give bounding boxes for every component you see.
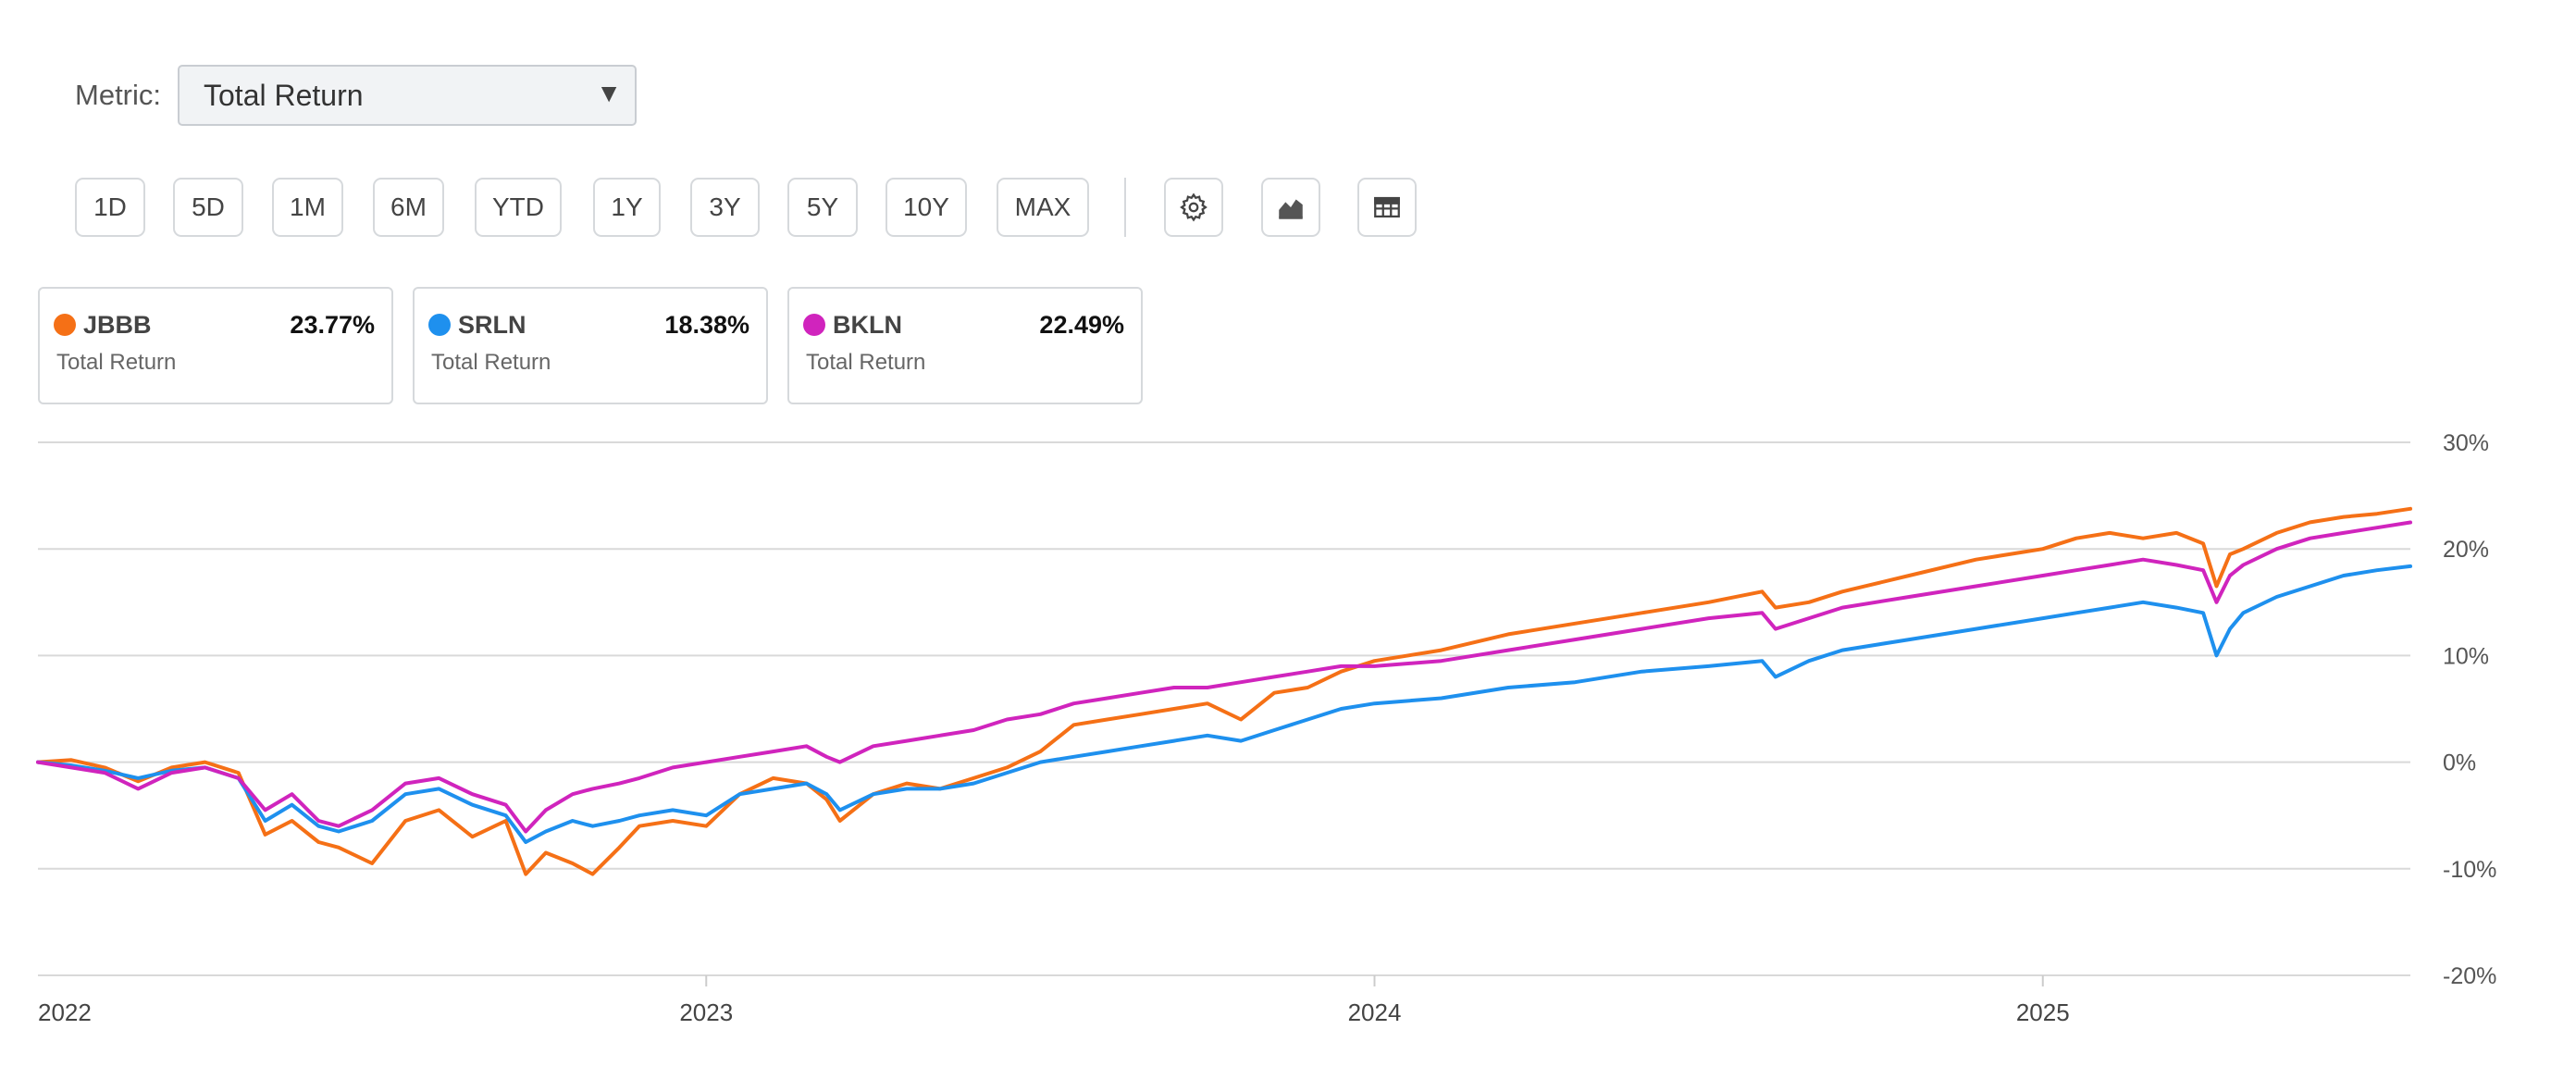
y-tick-label: -10% xyxy=(2443,857,2496,883)
dropdown-caret-icon: ▼ xyxy=(596,79,622,107)
metric-label: Metric: xyxy=(75,79,161,111)
gear-icon xyxy=(1180,192,1208,222)
series-line-srln xyxy=(36,564,2412,844)
legend-ticker: SRLN xyxy=(458,311,526,339)
table-icon xyxy=(1374,196,1400,218)
series-line-bkln xyxy=(36,520,2412,834)
range-button-6m[interactable]: 6M xyxy=(373,178,444,237)
range-button-5d[interactable]: 5D xyxy=(173,178,243,237)
series-color-dot xyxy=(428,314,451,336)
legend-card-bkln[interactable]: BKLN 22.49% Total Return xyxy=(787,287,1143,404)
metric-row: Metric: Total Return ▼ xyxy=(75,63,637,128)
range-button-1y[interactable]: 1Y xyxy=(593,178,661,237)
legend-metric: Total Return xyxy=(56,350,177,375)
legend-card-srln[interactable]: SRLN 18.38% Total Return xyxy=(413,287,768,404)
range-button-3y[interactable]: 3Y xyxy=(690,178,760,237)
legend-value: 18.38% xyxy=(664,311,749,339)
range-button-1m[interactable]: 1M xyxy=(272,178,343,237)
legend-metric: Total Return xyxy=(431,350,551,375)
x-tick-label: 2025 xyxy=(2016,998,2070,1026)
x-tick-label: 2022 xyxy=(38,998,92,1026)
range-button-max[interactable]: MAX xyxy=(997,178,1089,237)
x-tick-label: 2024 xyxy=(1348,998,1402,1026)
range-button-ytd[interactable]: YTD xyxy=(475,178,562,237)
legend-ticker: BKLN xyxy=(833,311,902,339)
series-line-jbbb xyxy=(36,506,2412,876)
metric-select[interactable]: Total Return ▼ xyxy=(178,65,637,126)
y-tick-label: 0% xyxy=(2443,750,2476,776)
line-chart: 30% 20% 10% 0% -10% -20% 2022 2023 2024 2025 xyxy=(36,430,2496,1026)
range-button-5y[interactable]: 5Y xyxy=(787,178,858,237)
area-chart-icon xyxy=(1279,199,1303,219)
x-tick-label: 2023 xyxy=(679,998,733,1026)
series-color-dot xyxy=(54,314,76,336)
toolbar-divider xyxy=(1124,178,1126,237)
metric-select-value: Total Return xyxy=(204,78,364,112)
chart-type-button[interactable] xyxy=(1261,178,1320,237)
settings-button[interactable] xyxy=(1164,178,1223,237)
y-tick-label: 30% xyxy=(2443,430,2489,456)
legend-value: 22.49% xyxy=(1039,311,1124,339)
legend-metric: Total Return xyxy=(806,350,926,375)
range-button-1d[interactable]: 1D xyxy=(75,178,145,237)
y-tick-label: -20% xyxy=(2443,963,2496,989)
range-button-10y[interactable]: 10Y xyxy=(886,178,967,237)
y-tick-label: 10% xyxy=(2443,643,2489,669)
legend-ticker: JBBB xyxy=(83,311,152,339)
legend-value: 23.77% xyxy=(290,311,375,339)
series-color-dot xyxy=(803,314,825,336)
legend-card-jbbb[interactable]: JBBB 23.77% Total Return xyxy=(38,287,393,404)
y-tick-label: 20% xyxy=(2443,537,2489,563)
table-view-button[interactable] xyxy=(1357,178,1417,237)
